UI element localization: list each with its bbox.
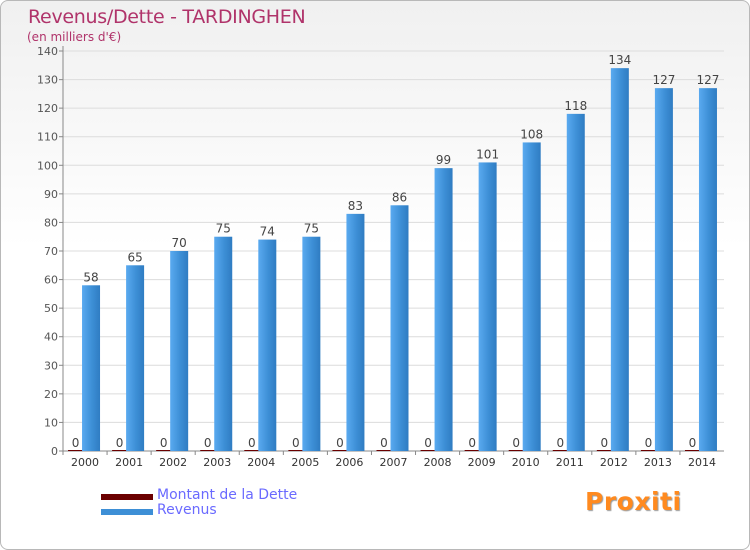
proxiti-logo: Proxiti (585, 487, 682, 516)
bar-dette (508, 450, 524, 451)
data-label-revenus: 99 (436, 153, 451, 167)
y-tick-label: 120 (37, 102, 58, 115)
chart-subtitle: (en milliers d'€) (27, 30, 122, 44)
data-label-revenus: 75 (304, 222, 319, 236)
data-label-revenus: 127 (652, 73, 675, 87)
data-label-revenus: 118 (564, 99, 587, 113)
x-tick-label: 2000 (71, 456, 99, 469)
bar-revenus (698, 88, 717, 452)
y-tick-label: 100 (37, 159, 58, 172)
bar-dette (200, 450, 216, 451)
bar-revenus (610, 68, 629, 452)
data-label-dette: 0 (72, 436, 80, 450)
bar-revenus (170, 251, 189, 451)
data-label-revenus: 83 (348, 199, 363, 213)
x-tick-label: 2008 (424, 456, 452, 469)
y-tick-label: 40 (44, 331, 58, 344)
bar-dette (332, 450, 348, 451)
bar-dette (156, 450, 172, 451)
data-label-dette: 0 (336, 436, 344, 450)
bar-dette (288, 450, 304, 451)
data-label-dette: 0 (248, 436, 256, 450)
bar-revenus (566, 113, 585, 451)
data-label-revenus: 70 (172, 236, 187, 250)
bar-revenus (654, 88, 673, 452)
data-label-dette: 0 (116, 436, 124, 450)
x-tick-label: 2004 (247, 456, 275, 469)
x-tick-label: 2013 (644, 456, 672, 469)
data-label-dette: 0 (689, 436, 697, 450)
bar-revenus (214, 236, 233, 451)
bar-revenus (522, 142, 541, 451)
bar-revenus (478, 162, 497, 451)
bar-revenus (302, 236, 321, 451)
bar-dette (112, 450, 128, 451)
x-tick-label: 2006 (335, 456, 363, 469)
x-tick-label: 2001 (115, 456, 143, 469)
data-label-dette: 0 (512, 436, 520, 450)
data-label-dette: 0 (160, 436, 168, 450)
y-tick-label: 60 (44, 274, 58, 287)
legend-swatch-dette (101, 494, 153, 500)
bar-dette (684, 450, 700, 451)
data-label-dette: 0 (645, 436, 653, 450)
y-tick-label: 90 (44, 188, 58, 201)
bar-revenus (346, 213, 365, 451)
data-label-dette: 0 (468, 436, 476, 450)
bar-revenus (82, 285, 101, 451)
data-label-dette: 0 (204, 436, 212, 450)
x-tick-label: 2005 (291, 456, 319, 469)
bar-dette (464, 450, 480, 451)
x-tick-label: 2002 (159, 456, 187, 469)
data-label-dette: 0 (292, 436, 300, 450)
data-label-revenus: 86 (392, 190, 407, 204)
y-tick-label: 0 (51, 445, 58, 458)
bar-dette (376, 450, 392, 451)
data-label-revenus: 74 (260, 225, 275, 239)
legend-swatch-revenus (101, 509, 153, 515)
bar-dette (68, 450, 84, 451)
data-label-dette: 0 (601, 436, 609, 450)
x-tick-label: 2007 (380, 456, 408, 469)
bar-revenus (126, 265, 145, 451)
bar-revenus (258, 239, 277, 451)
x-tick-label: 2011 (556, 456, 584, 469)
legend-label-revenus: Revenus (157, 502, 217, 518)
x-tick-label: 2009 (468, 456, 496, 469)
x-tick-label: 2003 (203, 456, 231, 469)
x-tick-label: 2014 (688, 456, 716, 469)
bar-dette (552, 450, 568, 451)
legend-label-dette: Montant de la Dette (157, 487, 298, 503)
y-tick-label: 70 (44, 245, 58, 258)
data-label-dette: 0 (424, 436, 432, 450)
y-tick-label: 50 (44, 302, 58, 315)
bar-dette (420, 450, 436, 451)
y-tick-label: 30 (44, 359, 58, 372)
bar-revenus (434, 168, 453, 451)
data-label-dette: 0 (380, 436, 388, 450)
y-tick-label: 130 (37, 74, 58, 87)
y-tick-label: 20 (44, 388, 58, 401)
data-label-revenus: 108 (520, 127, 543, 141)
data-label-revenus: 127 (697, 73, 720, 87)
x-tick-label: 2010 (512, 456, 540, 469)
bar-dette (244, 450, 260, 451)
y-tick-label: 110 (37, 131, 58, 144)
data-label-revenus: 75 (216, 222, 231, 236)
data-label-dette: 0 (556, 436, 564, 450)
y-tick-label: 140 (37, 45, 58, 58)
x-tick-label: 2012 (600, 456, 628, 469)
bar-revenus (390, 205, 409, 451)
bar-dette (640, 450, 656, 451)
data-label-revenus: 65 (127, 250, 142, 264)
data-label-revenus: 134 (608, 53, 631, 67)
y-tick-label: 10 (44, 416, 58, 429)
data-label-revenus: 58 (83, 270, 98, 284)
data-label-revenus: 101 (476, 147, 499, 161)
y-tick-label: 80 (44, 216, 58, 229)
bar-dette (596, 450, 612, 451)
chart-title: Revenus/Dette - TARDINGHEN (28, 6, 306, 28)
